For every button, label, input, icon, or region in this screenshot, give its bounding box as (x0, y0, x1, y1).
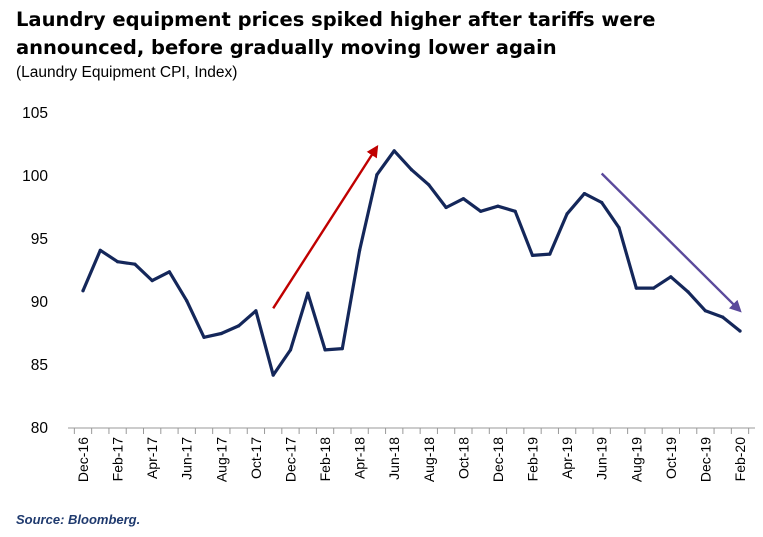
y-tick-label: 105 (22, 105, 48, 122)
x-tick-label: Aug-18 (421, 437, 437, 482)
y-tick-label: 95 (31, 231, 48, 248)
x-tick-label: Dec-16 (75, 437, 91, 482)
data-point (340, 347, 344, 351)
data-point (150, 279, 154, 283)
data-point (81, 289, 85, 293)
y-tick-label: 90 (31, 294, 49, 311)
x-tick-label: Aug-19 (628, 437, 644, 482)
series-line-laundry-cpi (81, 149, 742, 377)
data-point (185, 299, 189, 303)
chart-title-line-2: announced, before gradually moving lower… (16, 36, 557, 59)
x-tick-label: Dec-17 (282, 437, 298, 482)
chart-title-line-1: Laundry equipment prices spiked higher a… (16, 8, 656, 31)
x-tick-label: Feb-17 (110, 437, 126, 482)
data-point (392, 149, 396, 153)
x-axis-tick-marks (73, 428, 750, 434)
data-point (167, 270, 171, 274)
y-tick-label: 85 (31, 357, 48, 374)
data-point (686, 290, 690, 294)
x-tick-label: Apr-19 (559, 437, 575, 479)
data-point (582, 192, 587, 196)
down-trend-arrow (600, 172, 742, 313)
data-point (202, 335, 206, 339)
x-tick-label: Apr-17 (144, 437, 160, 479)
data-point (254, 309, 258, 313)
data-point (721, 315, 725, 319)
data-point (323, 348, 327, 352)
data-point (479, 209, 483, 213)
data-point (98, 248, 102, 252)
data-point (444, 205, 448, 210)
y-tick-label: 80 (31, 420, 49, 437)
data-point (617, 226, 621, 230)
data-point (600, 200, 604, 205)
chart-subtitle: (Laundry Equipment CPI, Index) (16, 64, 238, 81)
up-trend-arrow (272, 145, 379, 309)
x-tick-label: Oct-19 (663, 437, 679, 479)
data-point (116, 260, 120, 264)
source-note: Source: Bloomberg. (16, 512, 141, 527)
data-point (703, 309, 708, 313)
x-tick-label: Feb-20 (732, 437, 748, 482)
x-tick-label: Apr-18 (352, 437, 368, 479)
data-point (548, 252, 552, 256)
x-tick-label: Jun-18 (386, 437, 402, 480)
x-tick-label: Dec-18 (490, 437, 506, 482)
y-tick-label: 100 (22, 168, 48, 185)
data-point (513, 209, 517, 213)
data-point (461, 197, 465, 201)
x-tick-label: Feb-18 (317, 437, 333, 482)
data-point (237, 324, 241, 328)
data-point (427, 183, 431, 187)
data-point (219, 331, 223, 336)
x-tick-label: Oct-18 (455, 437, 471, 479)
data-point (738, 329, 742, 333)
data-point (634, 286, 638, 290)
series-points (81, 149, 742, 377)
chart-title: Laundry equipment prices spiked higher a… (16, 6, 756, 62)
data-point (409, 168, 414, 172)
data-point (133, 262, 137, 266)
data-point (652, 286, 656, 290)
data-point (288, 348, 293, 352)
data-point (530, 253, 535, 257)
data-point (271, 373, 275, 377)
x-tick-label: Feb-19 (525, 437, 541, 482)
data-point (669, 275, 673, 279)
x-tick-label: Dec-19 (697, 437, 713, 482)
y-axis-ticks: 80 85 90 95 100 105 (22, 105, 48, 437)
x-tick-label: Aug-17 (213, 437, 229, 482)
x-tick-label: Jun-19 (594, 437, 610, 480)
data-point (496, 204, 500, 208)
x-tick-label: Jun-17 (179, 437, 195, 480)
x-axis-tick-labels: Dec-16 Feb-17 Apr-17 Jun-17 Aug-17 Oct-17 Dec-… (75, 437, 748, 482)
data-point (306, 291, 310, 295)
data-point (375, 173, 379, 177)
data-point (565, 212, 569, 216)
x-tick-label: Oct-17 (248, 437, 264, 479)
data-point (358, 248, 362, 252)
